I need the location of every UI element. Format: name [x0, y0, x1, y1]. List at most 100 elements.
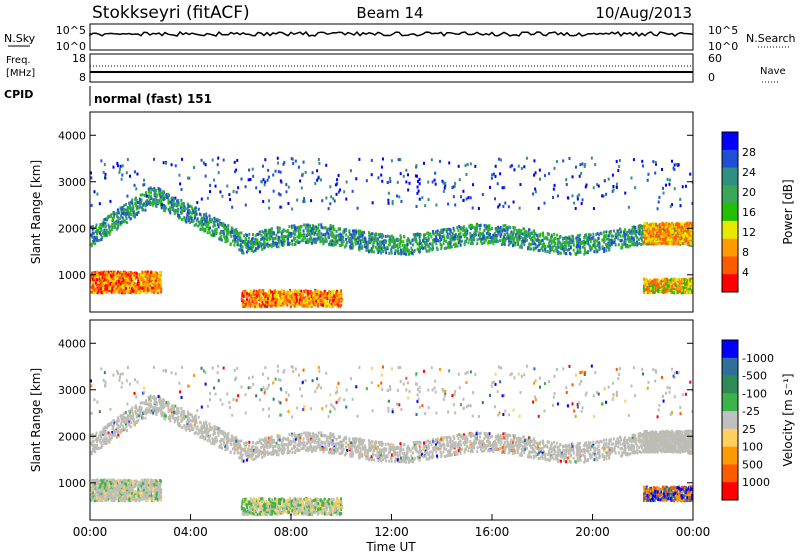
power-cell: [269, 304, 272, 308]
power-cell: [651, 240, 654, 244]
power-cell: [214, 228, 217, 232]
power-cell: [317, 236, 320, 240]
power-cell: [268, 234, 271, 238]
power-cell: [671, 236, 674, 240]
power-cell: [665, 290, 668, 294]
power-cell: [268, 237, 271, 241]
power-cell: [371, 249, 374, 253]
power-cell: [524, 235, 527, 239]
power-cell: [95, 279, 98, 283]
power-cell: [182, 201, 185, 205]
power-cell: [274, 236, 277, 240]
power-cell: [298, 293, 301, 297]
power-cell: [236, 241, 239, 245]
power-cell: [274, 301, 277, 305]
power-cell: [122, 289, 125, 293]
power-cell: [144, 204, 147, 208]
power-cell: [330, 242, 333, 246]
power-cell: [299, 225, 302, 229]
power-cell: [523, 239, 526, 243]
power-cell: [254, 305, 257, 309]
power-cell: [303, 223, 306, 227]
power-cell: [666, 279, 669, 283]
power-cell: [155, 200, 158, 204]
power-cell: [275, 292, 278, 296]
power-cell: [663, 238, 666, 242]
power-cell: [90, 233, 93, 237]
power-cell: [148, 288, 151, 292]
power-cell: [328, 303, 331, 307]
power-cell: [390, 239, 393, 243]
power-cell: [134, 291, 137, 295]
power-cell: [521, 236, 524, 240]
power-cell: [586, 241, 589, 245]
power-cell: [546, 250, 549, 254]
power-cell: [529, 232, 532, 236]
power-cell: [114, 275, 117, 279]
power-cell: [295, 228, 298, 232]
power-cell: [465, 227, 468, 231]
power-cell: [163, 206, 166, 210]
power-cell: [575, 245, 578, 249]
power-cell: [440, 238, 443, 242]
power-cell: [116, 274, 119, 278]
power-cell: [268, 301, 271, 305]
power-cell: [241, 245, 244, 249]
power-cell: [312, 239, 315, 243]
power-cell: [146, 284, 149, 288]
power-cell: [499, 234, 502, 238]
power-cell: [266, 305, 269, 309]
power-cell: [653, 278, 656, 282]
power-cell: [643, 222, 646, 226]
power-cell: [151, 188, 154, 192]
power-cell: [458, 233, 461, 237]
power-cell: [189, 211, 192, 215]
power-cell: [617, 233, 620, 237]
power-cell: [379, 249, 382, 253]
power-cell: [96, 286, 99, 290]
power-cell: [142, 208, 145, 212]
power-cell: [403, 252, 406, 256]
power-cell: [103, 270, 106, 274]
power-cell: [656, 226, 659, 230]
power-cell: [378, 235, 381, 239]
power-cell: [418, 235, 421, 239]
power-cell: [361, 234, 364, 238]
power-cell: [304, 236, 307, 240]
power-cell: [641, 225, 644, 229]
power-cell: [438, 231, 441, 235]
power-cell: [286, 290, 289, 294]
power-cell: [248, 303, 251, 307]
power-cell: [350, 233, 353, 237]
power-cell: [122, 287, 125, 291]
power-cell: [141, 286, 144, 290]
power-cell: [471, 240, 474, 244]
power-cell: [533, 233, 536, 237]
power-cell: [198, 223, 201, 227]
power-cell: [268, 243, 271, 247]
power-cell: [125, 221, 128, 225]
power-cell: [637, 238, 640, 242]
power-cell: [101, 288, 104, 292]
power-cell: [206, 223, 209, 227]
power-cell: [308, 240, 311, 244]
power-cell: [440, 236, 443, 240]
power-cell: [539, 232, 542, 236]
power-cell: [176, 199, 179, 203]
power-cell: [410, 246, 413, 250]
power-cell: [304, 299, 307, 303]
power-cell: [426, 231, 429, 235]
power-cell: [217, 225, 220, 229]
power-cell: [559, 243, 562, 247]
power-cell: [520, 245, 523, 249]
power-cell: [130, 287, 133, 291]
power-cell: [439, 234, 442, 238]
power-cell: [109, 214, 112, 218]
power-cell: [92, 239, 95, 243]
power-cell: [141, 289, 144, 293]
power-cell: [405, 252, 408, 256]
power-cell: [143, 282, 146, 286]
power-cell: [153, 275, 156, 279]
power-cell: [108, 225, 111, 229]
power-cell: [234, 234, 237, 238]
